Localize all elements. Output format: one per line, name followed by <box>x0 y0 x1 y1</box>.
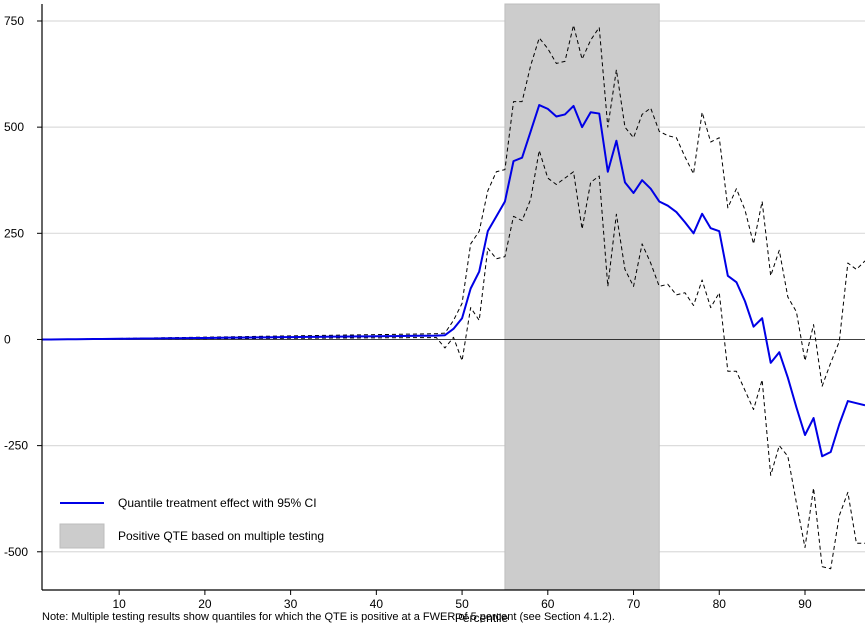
y-tick-label: 250 <box>4 226 24 240</box>
x-tick-label: 50 <box>455 597 469 611</box>
legend-shaded-label: Positive QTE based on multiple testing <box>118 529 324 543</box>
footnote: Note: Multiple testing results show quan… <box>42 611 615 623</box>
ci-lower-line <box>42 150 865 570</box>
positive-qte-shaded-region <box>504 3 660 591</box>
x-tick-label: 60 <box>541 597 555 611</box>
legend-qte-label: Quantile treatment effect with 95% CI <box>118 496 317 510</box>
series-layer <box>42 24 865 570</box>
y-tick-label: -250 <box>4 439 28 453</box>
x-tick-label: 30 <box>284 597 298 611</box>
x-tick-label: 80 <box>713 597 727 611</box>
y-axis-ticks: -500 -250 0 250 500 750 <box>4 14 42 559</box>
ci-upper-line <box>42 24 865 387</box>
x-tick-label: 70 <box>627 597 641 611</box>
x-axis-ticks: 10 20 30 40 50 60 70 80 90 <box>112 590 812 611</box>
x-tick-label: 20 <box>198 597 212 611</box>
gridlines <box>42 20 865 553</box>
legend-shaded-swatch <box>59 523 105 549</box>
legend: Quantile treatment effect with 95% CI Po… <box>59 496 324 549</box>
y-tick-label: -500 <box>4 545 28 559</box>
y-tick-label: 0 <box>4 332 11 346</box>
y-tick-label: 750 <box>4 14 24 28</box>
x-axis-label: Percentile <box>455 611 509 625</box>
y-tick-label: 500 <box>4 120 24 134</box>
axes <box>41 4 865 591</box>
qte-line <box>42 104 865 458</box>
x-tick-label: 40 <box>370 597 384 611</box>
x-tick-label: 10 <box>112 597 126 611</box>
x-tick-label: 90 <box>798 597 812 611</box>
